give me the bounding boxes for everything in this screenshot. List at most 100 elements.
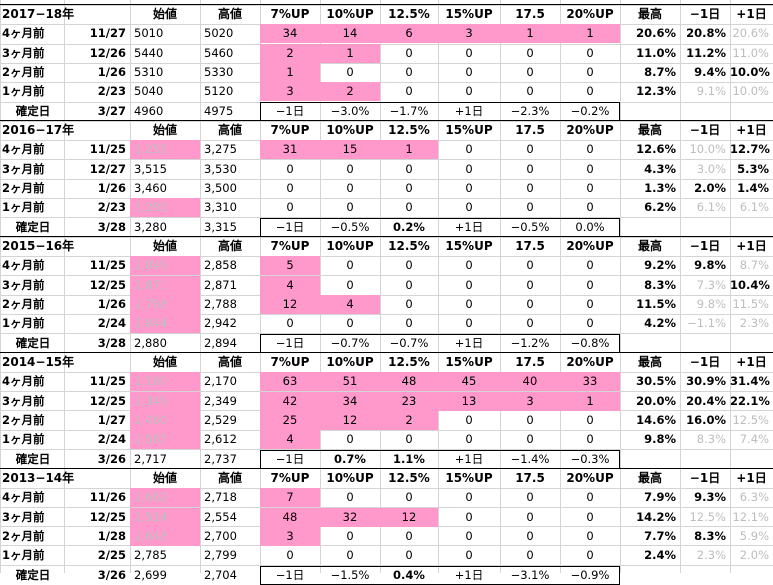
cell-high[interactable]: 2,529 xyxy=(204,413,237,427)
row-label[interactable]: 3ヶ月前 xyxy=(2,162,45,176)
cell-up10[interactable]: 0 xyxy=(346,548,354,562)
cell-minus1[interactable]: 9.8% xyxy=(696,297,726,311)
column-header-max[interactable]: 最高 xyxy=(637,7,662,21)
cell-up125[interactable]: 0 xyxy=(405,529,413,543)
cell-up15[interactable]: 0 xyxy=(465,84,473,98)
cell-up125[interactable]: 2 xyxy=(380,411,438,430)
cell-open[interactable]: 2,160 xyxy=(130,372,200,391)
cell-plus1[interactable]: 2.3% xyxy=(739,316,769,330)
row-label[interactable]: 1ヶ月前 xyxy=(2,316,45,330)
cell-minus1[interactable]: 20.8% xyxy=(686,26,726,40)
cell-up10[interactable]: 0 xyxy=(346,200,354,214)
cell-up20[interactable]: 0 xyxy=(586,181,594,195)
cell-up175[interactable]: 0 xyxy=(526,46,534,60)
cell-up7[interactable]: 12 xyxy=(260,295,320,314)
cell-up15[interactable]: 0 xyxy=(465,258,473,272)
cell-up125[interactable]: 12 xyxy=(380,508,438,527)
confirm-c2[interactable]: −3.0% xyxy=(330,104,370,118)
confirm-c1[interactable]: −1日 xyxy=(275,104,305,118)
column-header-plus1[interactable]: +1日 xyxy=(736,355,767,369)
cell-up175[interactable]: 1 xyxy=(500,24,560,43)
column-header-up10[interactable]: 10%UP xyxy=(326,7,374,21)
confirm-c3[interactable]: 0.2% xyxy=(393,220,425,234)
row-label[interactable]: 1ヶ月前 xyxy=(2,432,45,446)
cell-up10[interactable]: 0 xyxy=(346,258,354,272)
confirm-c2[interactable]: −0.5% xyxy=(330,220,370,234)
cell-up20[interactable]: 0 xyxy=(586,529,594,543)
cell-up175[interactable]: 0 xyxy=(526,432,534,446)
column-header-up125[interactable]: 12.5% xyxy=(388,355,430,369)
confirm-c2[interactable]: 0.7% xyxy=(334,452,366,466)
cell-up175[interactable]: 0 xyxy=(526,200,534,214)
cell-open[interactable]: 2,460 xyxy=(130,411,200,430)
cell-up20[interactable]: 0 xyxy=(586,548,594,562)
column-header-up175[interactable]: 17.5 xyxy=(515,355,545,369)
cell-up7[interactable]: 1 xyxy=(260,63,320,82)
cell-up125[interactable]: 0 xyxy=(405,200,413,214)
cell-up15[interactable]: 3 xyxy=(438,24,500,43)
cell-high[interactable]: 2,554 xyxy=(204,510,237,524)
column-header-up175[interactable]: 17.5 xyxy=(515,471,545,485)
cell-up10[interactable]: 0 xyxy=(346,432,354,446)
cell-up7[interactable]: 48 xyxy=(260,508,320,527)
cell-up15[interactable]: 45 xyxy=(438,372,500,391)
block-title[interactable]: 2015−16年 xyxy=(2,239,75,253)
cell-up15[interactable]: 0 xyxy=(465,432,473,446)
cell-high[interactable]: 2,170 xyxy=(204,374,237,388)
confirm-date[interactable]: 3/26 xyxy=(97,452,126,466)
cell-up125[interactable]: 0 xyxy=(405,278,413,292)
column-header-up7[interactable]: 7%UP xyxy=(270,239,310,253)
column-header-high[interactable]: 高値 xyxy=(217,471,242,485)
cell-up175[interactable]: 0 xyxy=(526,142,534,156)
cell-up15[interactable]: 0 xyxy=(465,490,473,504)
row-date[interactable]: 1/27 xyxy=(97,413,126,427)
cell-open[interactable]: 3,255 xyxy=(130,140,200,159)
cell-up175[interactable]: 0 xyxy=(526,316,534,330)
cell-plus1[interactable]: 8.7% xyxy=(739,258,769,272)
column-header-up15[interactable]: 15%UP xyxy=(445,355,493,369)
cell-up15[interactable]: 13 xyxy=(438,392,500,411)
cell-up20[interactable]: 33 xyxy=(560,372,620,391)
confirm-c5[interactable]: −3.1% xyxy=(510,568,550,582)
cell-up20[interactable]: 0 xyxy=(586,278,594,292)
row-date[interactable]: 1/26 xyxy=(97,297,126,311)
cell-max[interactable]: 11.5% xyxy=(636,297,676,311)
confirm-label[interactable]: 確定日 xyxy=(15,452,51,466)
cell-up175[interactable]: 0 xyxy=(526,84,534,98)
column-header-up10[interactable]: 10%UP xyxy=(326,355,374,369)
cell-up20[interactable]: 1 xyxy=(560,24,620,43)
cell-open[interactable]: 2,349 xyxy=(130,392,200,411)
cell-max[interactable]: 14.6% xyxy=(636,413,676,427)
row-date[interactable]: 11/25 xyxy=(89,142,126,156)
confirm-label[interactable]: 確定日 xyxy=(15,336,51,350)
cell-up125[interactable]: 23 xyxy=(380,392,438,411)
cell-plus1[interactable]: 1.4% xyxy=(737,181,769,195)
cell-minus1[interactable]: 2.0% xyxy=(694,181,726,195)
cell-high[interactable]: 2,700 xyxy=(204,529,237,543)
row-date[interactable]: 12/25 xyxy=(89,394,126,408)
column-header-plus1[interactable]: +1日 xyxy=(736,471,767,485)
confirm-open[interactable]: 3,280 xyxy=(134,220,167,234)
confirm-high[interactable]: 2,894 xyxy=(204,336,237,350)
cell-up10[interactable]: 15 xyxy=(320,140,380,159)
cell-minus1[interactable]: 30.9% xyxy=(686,374,726,388)
cell-up20[interactable]: 0 xyxy=(586,297,594,311)
cell-open[interactable]: 2,849 xyxy=(130,256,200,275)
cell-up175[interactable]: 0 xyxy=(526,181,534,195)
confirm-date[interactable]: 3/28 xyxy=(97,220,126,234)
cell-plus1[interactable]: 10.0% xyxy=(732,84,769,98)
cell-up7[interactable]: 4 xyxy=(260,276,320,295)
cell-high[interactable]: 5460 xyxy=(204,46,234,60)
cell-up15[interactable]: 0 xyxy=(465,548,473,562)
cell-up20[interactable]: 0 xyxy=(586,200,594,214)
cell-max[interactable]: 11.0% xyxy=(636,46,676,60)
cell-up10[interactable]: 4 xyxy=(320,295,380,314)
cell-up20[interactable]: 0 xyxy=(586,490,594,504)
cell-minus1[interactable]: 2.3% xyxy=(696,548,726,562)
column-header-high[interactable]: 高値 xyxy=(217,123,242,137)
confirm-label[interactable]: 確定日 xyxy=(15,104,51,118)
cell-up175[interactable]: 0 xyxy=(526,65,534,79)
cell-minus1[interactable]: 10.0% xyxy=(689,142,726,156)
cell-open[interactable]: 2,788 xyxy=(130,295,200,314)
block-title[interactable]: 2014−15年 xyxy=(2,355,75,369)
